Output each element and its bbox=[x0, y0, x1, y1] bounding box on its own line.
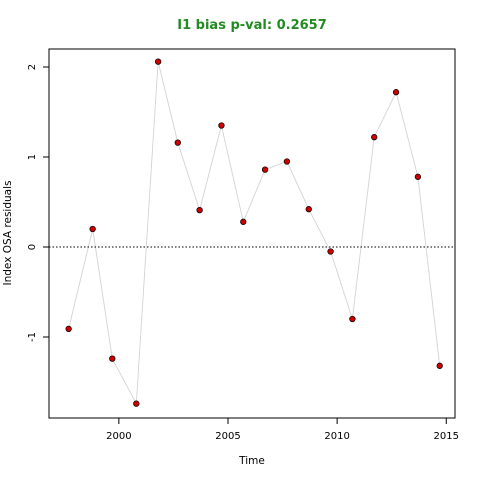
data-point bbox=[174, 139, 181, 146]
x-axis-title: Time bbox=[238, 455, 265, 467]
series-line bbox=[68, 61, 441, 406]
plot-frame bbox=[48, 48, 456, 419]
x-tick-label: 2010 bbox=[324, 431, 349, 442]
data-point bbox=[371, 134, 378, 141]
x-tick-label: 2005 bbox=[215, 431, 240, 442]
data-point bbox=[65, 325, 72, 333]
x-tick-label: 2015 bbox=[434, 431, 459, 442]
plot-area: 2000 2005 2010 2015 -1 0 1 2 bbox=[27, 48, 459, 442]
data-point bbox=[261, 166, 269, 173]
data-point bbox=[327, 248, 334, 255]
x-tick-label: 2000 bbox=[106, 431, 131, 442]
data-point bbox=[109, 355, 116, 362]
data-point bbox=[240, 218, 247, 225]
data-point bbox=[349, 315, 356, 323]
data-point bbox=[133, 400, 140, 407]
y-tick-label: -1 bbox=[27, 332, 38, 342]
data-point bbox=[283, 158, 291, 165]
data-point bbox=[414, 173, 422, 180]
data-point bbox=[154, 58, 162, 65]
y-tick-label: 0 bbox=[27, 244, 38, 250]
data-point bbox=[218, 122, 225, 129]
data-point bbox=[89, 225, 96, 233]
chart-title: I1 bias p-val: 0.2657 bbox=[177, 18, 327, 33]
data-point bbox=[305, 206, 312, 213]
data-point bbox=[196, 206, 203, 214]
data-point bbox=[436, 362, 443, 369]
data-point bbox=[392, 89, 400, 96]
y-tick-label: 1 bbox=[27, 154, 38, 160]
y-axis-title: Index OSA residuals bbox=[2, 181, 14, 286]
y-tick-label: 2 bbox=[27, 64, 38, 70]
